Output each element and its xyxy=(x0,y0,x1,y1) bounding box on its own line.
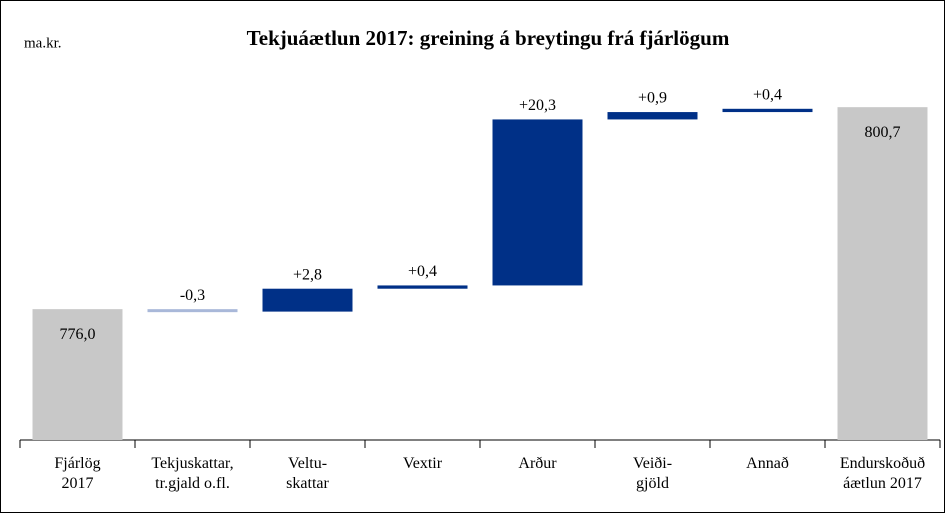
x-tick-label: Endurskoðuð áætlun 2017 xyxy=(840,455,925,492)
value-label: +0,4 xyxy=(408,263,437,280)
value-label: +0,9 xyxy=(638,90,667,107)
x-tick-label-line: Annað xyxy=(746,455,789,472)
x-tick-label: Vextir xyxy=(403,455,443,472)
x-tick-label-line: skattar xyxy=(286,475,329,492)
chart-title: Tekjuáætlun 2017: greining á breytingu f… xyxy=(247,26,730,50)
x-tick-label-line: tr.gjald o.fl. xyxy=(155,475,230,492)
x-tick-label-line: áætlun 2017 xyxy=(843,475,922,492)
x-tick-label: Fjárlög 2017 xyxy=(54,455,100,492)
x-tick-label-line: Veltu- xyxy=(288,455,327,472)
x-tick-label-line: Arður xyxy=(518,455,557,472)
x-tick-label-line: Vextir xyxy=(403,455,443,472)
bar xyxy=(607,112,698,120)
value-label: +20,3 xyxy=(519,97,556,114)
x-tick-label-line: Veiði- xyxy=(633,455,672,472)
x-tick-label-line: 2017 xyxy=(62,475,94,492)
bar xyxy=(377,285,468,289)
bar xyxy=(147,309,238,313)
x-tick-label-line: Endurskoðuð xyxy=(840,455,925,472)
bar xyxy=(32,309,123,440)
x-tick-label: Tekjuskattar, tr.gjald o.fl. xyxy=(151,455,233,492)
x-tick-label: Annað xyxy=(746,455,789,472)
x-tick-label: Veltu-skattar xyxy=(286,455,329,492)
bar xyxy=(262,288,353,312)
value-label: -0,3 xyxy=(180,287,205,304)
bar xyxy=(837,107,928,441)
value-label: 776,0 xyxy=(60,326,96,343)
value-label: +2,8 xyxy=(293,266,322,283)
x-tick-label-line: Fjárlög xyxy=(54,455,100,472)
value-label: +0,4 xyxy=(753,86,782,103)
x-tick-label-line: Tekjuskattar, xyxy=(151,455,233,472)
y-axis-label: ma.kr. xyxy=(24,35,62,51)
x-tick-label: Arður xyxy=(518,455,557,472)
value-label: 800,7 xyxy=(865,124,901,141)
x-tick-label: Veiði-gjöld xyxy=(633,455,672,492)
bar xyxy=(492,119,583,286)
x-tick-label-line: gjöld xyxy=(636,475,669,492)
bar xyxy=(722,108,813,113)
